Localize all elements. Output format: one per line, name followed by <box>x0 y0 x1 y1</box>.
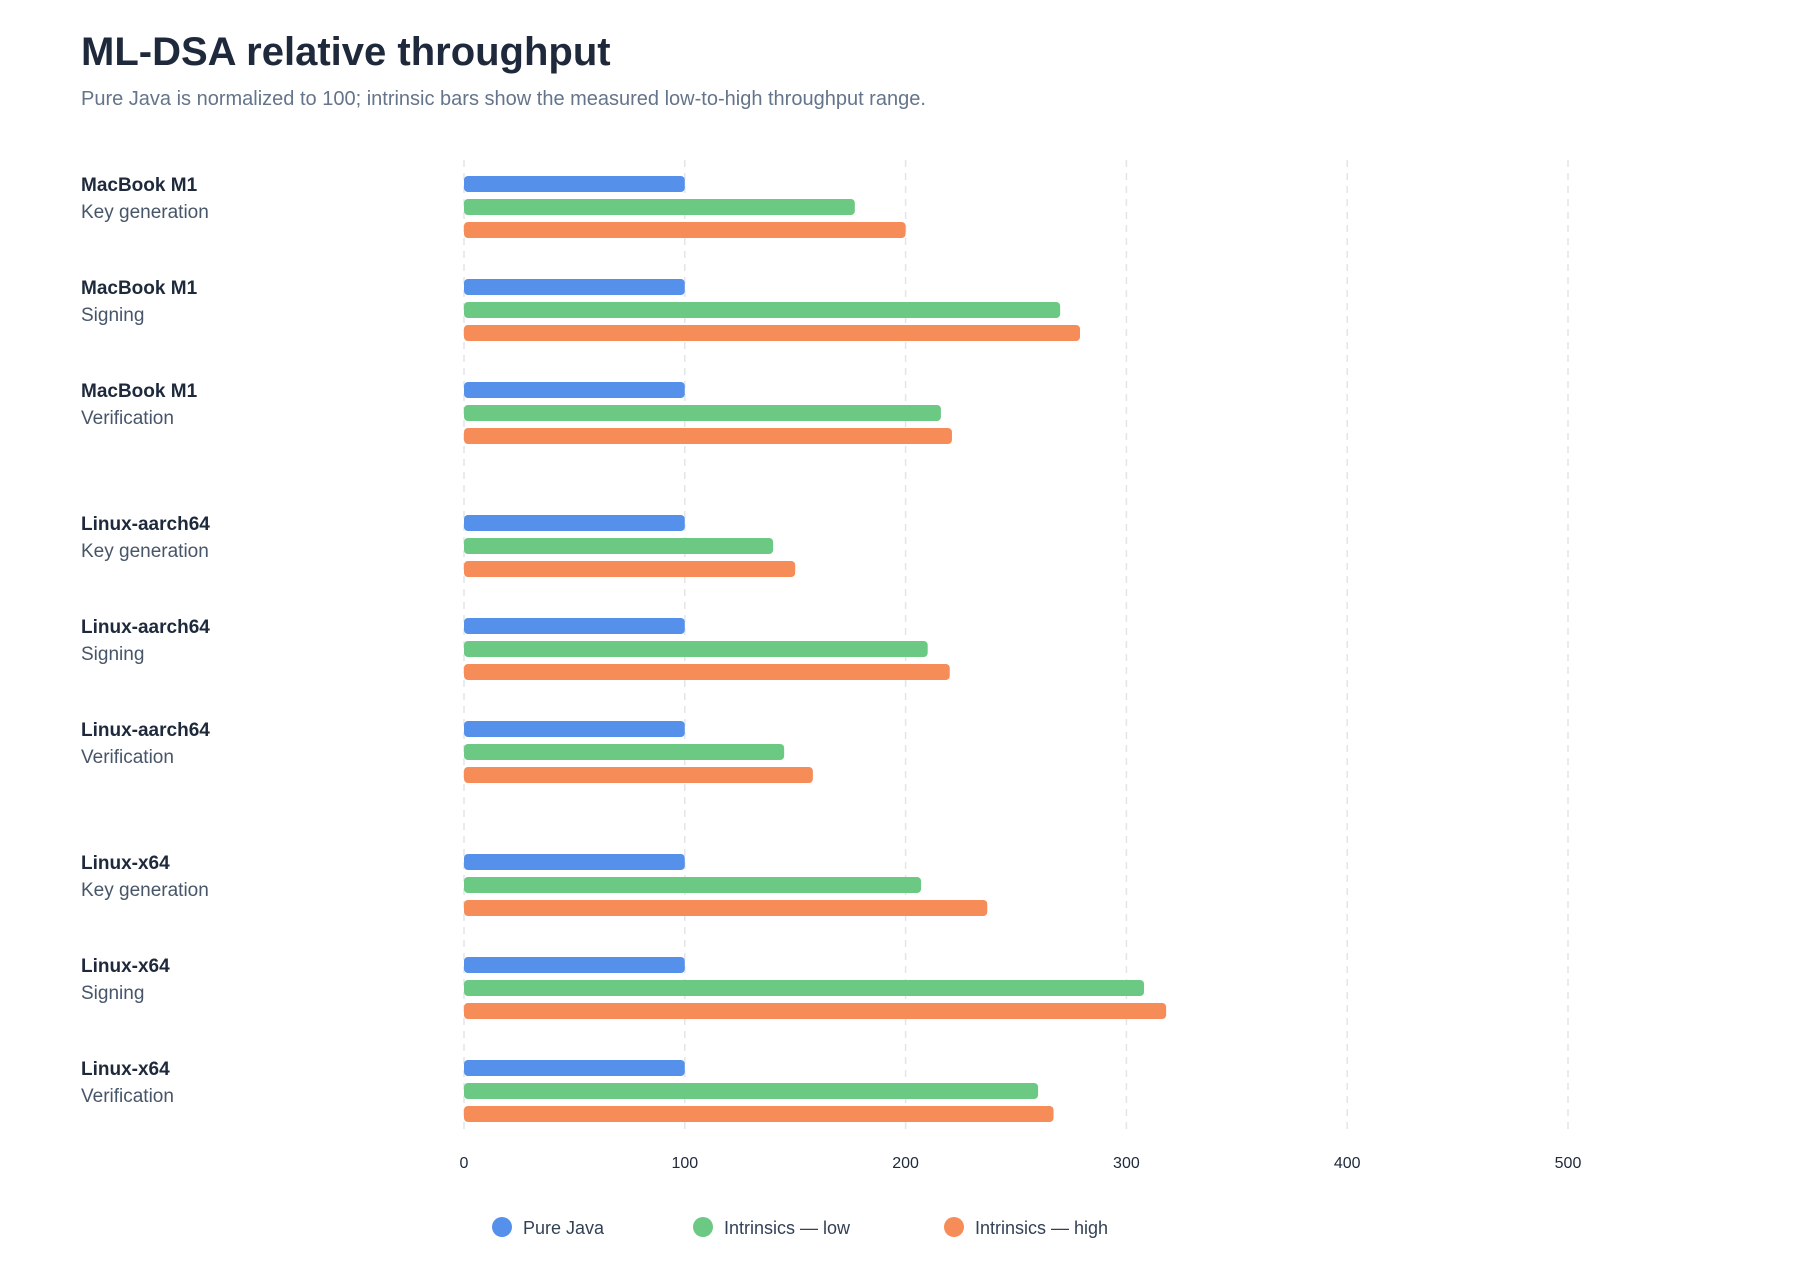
x-tick-label: 400 <box>1334 1155 1361 1172</box>
bar-pure-java <box>464 1060 685 1076</box>
bar-pure-java <box>464 854 685 870</box>
bar-pure-java <box>464 618 685 634</box>
row-operation-label: Key generation <box>81 202 209 223</box>
bar-intrinsics-low <box>464 302 1061 318</box>
chart-subtitle: Pure Java is normalized to 100; intrinsi… <box>81 88 926 110</box>
row-platform-label: MacBook M1 <box>81 278 198 299</box>
chart-row: Linux-x64 Signing <box>81 956 1167 1019</box>
bar-pure-java <box>464 515 685 531</box>
chart-row: Linux-aarch64 Signing <box>81 617 950 680</box>
row-platform-label: Linux-x64 <box>81 853 170 874</box>
chart-row: Linux-aarch64 Key generation <box>81 514 796 577</box>
bar-pure-java <box>464 279 685 295</box>
bar-intrinsics-low <box>464 405 941 421</box>
legend-swatch <box>492 1217 512 1237</box>
x-tick-label: 0 <box>460 1155 469 1172</box>
chart-row: MacBook M1 Key generation <box>81 175 906 238</box>
row-platform-label: Linux-x64 <box>81 1059 170 1080</box>
bar-intrinsics-low <box>464 538 774 554</box>
legend: Pure Java Intrinsics — low Intrinsics — hi… <box>492 1217 1108 1238</box>
bar-intrinsics-high <box>464 900 988 916</box>
bar-intrinsics-high <box>464 428 952 444</box>
row-operation-label: Signing <box>81 305 144 326</box>
bar-pure-java <box>464 382 685 398</box>
row-platform-label: Linux-aarch64 <box>81 514 210 535</box>
legend-label: Intrinsics — low <box>724 1218 851 1238</box>
bar-intrinsics-high <box>464 561 796 577</box>
bar-intrinsics-high <box>464 664 950 680</box>
x-tick-label: 300 <box>1113 1155 1140 1172</box>
row-operation-label: Verification <box>81 408 174 429</box>
x-tick-label: 100 <box>671 1155 698 1172</box>
bar-pure-java <box>464 721 685 737</box>
legend-label: Pure Java <box>523 1218 605 1238</box>
x-tick-label: 200 <box>892 1155 919 1172</box>
row-operation-label: Key generation <box>81 541 209 562</box>
legend-label: Intrinsics — high <box>975 1218 1108 1238</box>
legend-swatch <box>693 1217 713 1237</box>
chart-title: ML-DSA relative throughput <box>81 30 611 74</box>
row-operation-label: Verification <box>81 1086 174 1107</box>
bar-intrinsics-high <box>464 1106 1054 1122</box>
row-platform-label: Linux-x64 <box>81 956 170 977</box>
row-operation-label: Signing <box>81 983 144 1004</box>
legend-item: Intrinsics — low <box>693 1217 851 1238</box>
bar-intrinsics-high <box>464 325 1081 341</box>
chart-row: Linux-x64 Verification <box>81 1059 1054 1122</box>
bar-pure-java <box>464 957 685 973</box>
row-platform-label: Linux-aarch64 <box>81 720 210 741</box>
legend-swatch <box>944 1217 964 1237</box>
row-operation-label: Signing <box>81 644 144 665</box>
bar-intrinsics-high <box>464 1003 1167 1019</box>
legend-item: Pure Java <box>492 1217 605 1238</box>
bar-intrinsics-low <box>464 199 855 215</box>
x-axis-ticks: 0 100 200 300 400 500 <box>460 1155 1582 1172</box>
row-platform-label: MacBook M1 <box>81 175 198 196</box>
row-platform-label: MacBook M1 <box>81 381 198 402</box>
chart-row: Linux-x64 Key generation <box>81 853 988 916</box>
bar-intrinsics-high <box>464 767 813 783</box>
bar-intrinsics-low <box>464 1083 1039 1099</box>
bar-intrinsics-high <box>464 222 906 238</box>
row-platform-label: Linux-aarch64 <box>81 617 210 638</box>
row-operation-label: Verification <box>81 747 174 768</box>
bar-intrinsics-low <box>464 877 922 893</box>
bar-intrinsics-low <box>464 980 1145 996</box>
chart-row: MacBook M1 Signing <box>81 278 1081 341</box>
bar-pure-java <box>464 176 685 192</box>
bar-intrinsics-low <box>464 744 785 760</box>
chart-rows: MacBook M1 Key generation MacBook M1 Signin… <box>81 175 1167 1122</box>
row-operation-label: Key generation <box>81 880 209 901</box>
bar-intrinsics-low <box>464 641 928 657</box>
chart-row: MacBook M1 Verification <box>81 381 952 444</box>
x-tick-label: 500 <box>1555 1155 1582 1172</box>
legend-item: Intrinsics — high <box>944 1217 1108 1238</box>
chart-row: Linux-aarch64 Verification <box>81 720 813 783</box>
